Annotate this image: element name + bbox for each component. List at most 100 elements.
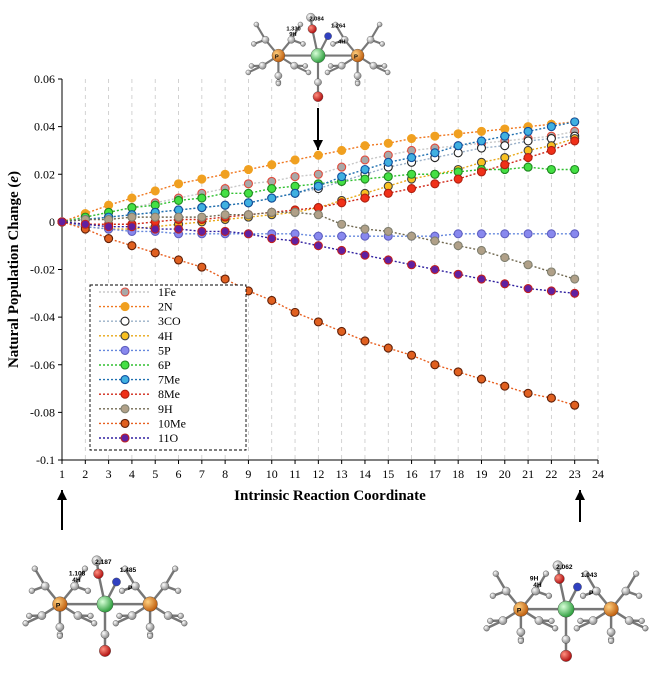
data-point [570,117,580,127]
data-point [453,367,463,377]
data-point [337,145,347,155]
data-point [173,195,184,205]
legend-marker [120,316,130,326]
x-tick-label: 8 [222,467,228,481]
carbon-atom [287,35,296,44]
nitrogen-atom [573,582,582,592]
data-point [453,269,463,279]
hydrogen-atom [253,21,260,28]
data-point [337,172,347,182]
carbon-atom [131,581,140,591]
data-point [150,212,160,222]
x-tick-label: 5 [152,467,158,481]
data-point [360,250,370,260]
data-point [197,212,207,222]
hydrogen-atom [305,69,312,76]
x-tick-label: 12 [312,467,324,481]
carbon-atom [501,586,511,596]
carbon-atom [337,61,346,70]
hydrogen-atom [379,41,385,47]
legend-marker [120,331,130,341]
legend-marker [120,287,130,297]
data-point [290,236,300,246]
legend-entry: 2N [99,300,173,314]
oxygen-atom [307,24,317,34]
carbon-atom [353,71,362,80]
data-point [313,150,323,160]
data-point [360,224,370,234]
hydrogen-atom [245,69,252,76]
data-point [360,193,370,203]
x-tick-label: 19 [475,467,487,481]
x-tick-label: 15 [382,467,394,481]
data-point [430,236,440,246]
data-point [127,193,137,203]
oxygen-atom [312,91,324,102]
hydrogen-atom [324,69,331,76]
molecule-label: 4H [533,582,542,589]
data-point [523,260,533,270]
data-point [197,203,207,213]
data-point [500,381,510,391]
data-point [430,179,440,189]
data-point [290,207,300,217]
data-point [383,188,393,198]
hydrogen-atom [297,21,304,28]
data-point [243,164,253,175]
legend-box [89,284,247,451]
data-point [313,210,323,220]
series-layer [57,117,580,410]
data-point [57,217,67,227]
arrow-head [57,490,67,500]
x-tick-label: 20 [499,467,511,481]
data-point [430,169,440,179]
hydrogen-atom [275,80,282,87]
hydrogen-atom [31,565,38,572]
iron-atom [96,595,114,613]
hydrogen-atom [489,592,496,599]
legend-entry: 7Me [99,373,180,387]
data-point [337,245,347,255]
data-point [383,138,393,148]
carbon-atom [606,627,616,637]
hydrogen-atom [147,632,154,639]
data-point [80,219,90,229]
data-point [360,141,370,151]
legend-marker [120,375,130,385]
data-point [476,136,487,146]
carbon-atom [314,78,322,87]
hydrogen-atom [487,617,494,624]
hydrogen-atom [26,612,33,619]
carbon-atom [290,61,299,70]
data-point [243,188,253,198]
hydrogen-atom [492,570,499,577]
data-point [220,274,230,284]
data-point [383,172,393,182]
data-point [104,233,114,244]
carbon-atom [261,35,270,44]
carbon-atom [37,611,47,620]
legend-entry: 3CO [99,314,181,328]
carbon-atom [258,61,267,70]
data-point [197,262,207,272]
legend-entry: 8Me [99,387,180,401]
data-point [337,219,347,229]
oxygen-atom [99,644,111,657]
data-point [313,231,323,241]
data-point [453,174,463,184]
carbon-atom [163,611,173,620]
data-point [546,122,556,132]
molecule-label: 1.108 [69,570,86,577]
y-tick-label: 0 [49,215,55,229]
methyl-carbon [91,555,102,566]
data-point [407,350,417,360]
x-tick-label: 7 [199,467,205,481]
hydrogen-atom [300,41,306,47]
data-point [523,153,533,163]
legend-marker [120,345,130,355]
molecule-label: 9H [530,575,539,582]
data-point [430,148,440,158]
data-point [476,274,487,284]
data-point [197,226,207,236]
